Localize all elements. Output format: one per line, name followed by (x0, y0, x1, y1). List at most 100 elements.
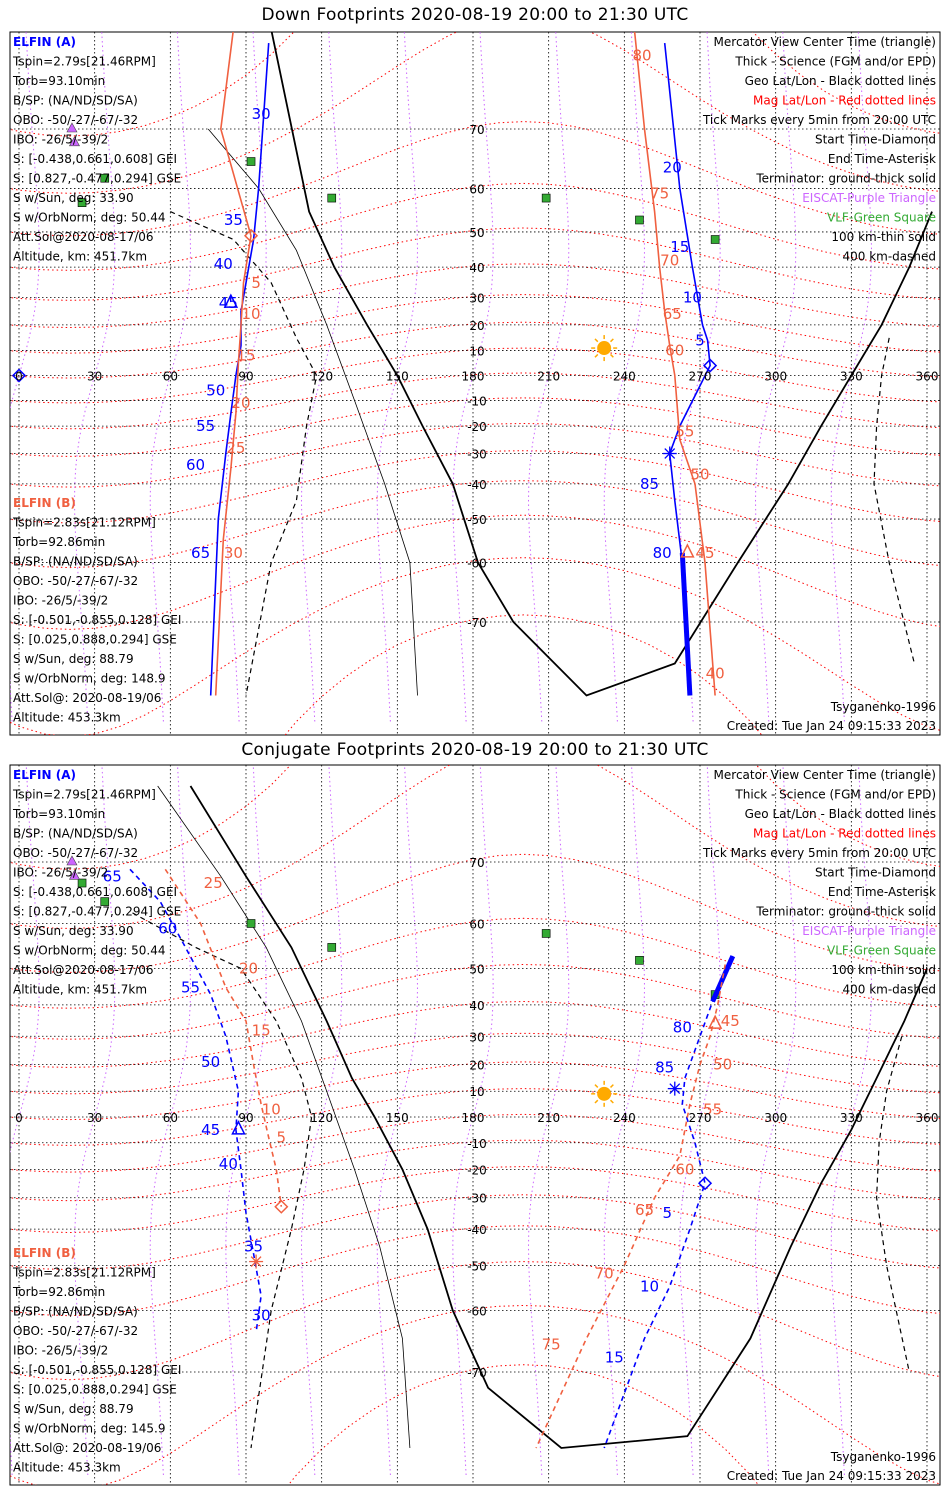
x-tick-label: 210 (537, 370, 560, 384)
y-tick-label: -20 (467, 1163, 487, 1177)
tick-mark-label: 65 (103, 867, 122, 885)
model-label: Tsyganenko-1996 (830, 1450, 936, 1464)
sun-ray (609, 338, 614, 343)
created-timestamp: Created: Tue Jan 24 09:15:33 2023 (727, 719, 936, 733)
tick-mark-label: 60 (665, 342, 684, 360)
elfin-a-info-line: S: [0.827,-0.477,0.294] GSE (13, 172, 181, 186)
y-tick-label: 50 (469, 962, 484, 976)
elfin-b-title: ELFIN (B) (13, 496, 76, 510)
mag-lat-line (10, 397, 940, 457)
mag-lat-line (10, 1113, 940, 1173)
elfin-a-footprint-line (603, 955, 734, 1449)
tick-mark-label: 65 (635, 1201, 654, 1219)
x-tick-label: 30 (87, 1111, 102, 1125)
terminator-400km-line (170, 211, 318, 696)
tick-mark-label: 10 (262, 1100, 281, 1118)
elfin-b-info-line: S w/Sun, deg: 88.79 (13, 652, 134, 666)
elfin-a-info-line: S: [-0.438,0.661,0.608] GEI (13, 885, 177, 899)
x-tick-label: 60 (163, 1111, 178, 1125)
x-tick-label: 270 (689, 1111, 712, 1125)
tick-mark-label: 60 (675, 1160, 694, 1178)
elfin-b-info-line: Att.Sol@: 2020-08-19/06 (13, 1441, 161, 1455)
tick-mark-label: 15 (236, 347, 255, 365)
y-tick-label: 50 (469, 226, 484, 240)
elfin-b-info-line: Tspin=2.83s[21.12RPM] (12, 1266, 156, 1280)
terminator-100km-line (207, 128, 418, 696)
legend-entry: Tick Marks every 5min from 20:00 UTC (702, 113, 936, 127)
elfin-b-info-line: IBO: -26/5/-39/2 (13, 594, 108, 608)
sun-icon (597, 1086, 612, 1101)
elfin-a-info-line: Torb=93.10min (12, 807, 105, 821)
tick-mark-label: 55 (703, 1100, 722, 1118)
x-tick-label: 180 (462, 370, 485, 384)
down-footprints-panel: Down Footprints 2020-08-19 20:00 to 21:3… (0, 0, 950, 740)
sun-ray (594, 338, 599, 343)
map-frame (9, 31, 941, 736)
tick-mark-label: 65 (663, 305, 682, 323)
sun-ray (609, 1099, 614, 1104)
elfin-b-info-line: Altitude: 453.3km (13, 711, 121, 725)
tick-mark-label: 5 (251, 274, 261, 292)
mag-lon-line (376, 32, 419, 722)
mag-lat-line (10, 480, 940, 569)
y-tick-label: -70 (467, 616, 487, 630)
y-tick-label: -40 (467, 1223, 487, 1237)
legend-entry: 400 km-dashed (842, 250, 936, 264)
elfin-a-info-line: OBO: -50/-27/-67/-32 (13, 846, 138, 860)
terminator-400km-line (875, 1036, 910, 1373)
center-time-triangle (680, 543, 695, 558)
x-tick-label: 150 (386, 1111, 409, 1125)
tick-mark-label: 20 (231, 394, 250, 412)
x-tick-label: 330 (840, 370, 863, 384)
x-tick-label: 330 (840, 1111, 863, 1125)
elfin-a-info-line: Altitude, km: 451.7km (13, 983, 147, 997)
x-tick-label: 30 (87, 370, 102, 384)
tick-mark-label: 25 (204, 874, 223, 892)
elfin-a-info-line: Tspin=2.79s[21.46RPM] (12, 55, 156, 69)
legend-entry: EISCAT-Purple Triangle (802, 191, 936, 205)
elfin-b-footprint-line (535, 964, 726, 1449)
terminator-100km-line (157, 785, 411, 1449)
tick-mark-label: 20 (239, 959, 258, 977)
tick-mark-label: 15 (670, 238, 689, 256)
tick-mark-label: 50 (206, 381, 225, 399)
elfin-a-info-line: B/SP: (NA/ND/SD/SA) (13, 827, 138, 841)
tick-mark-label: 55 (196, 417, 215, 435)
elfin-b-info-line: Torb=92.86min (12, 535, 105, 549)
elfin-b-info-line: Altitude: 453.3km (13, 1461, 121, 1475)
x-tick-label: 150 (386, 370, 409, 384)
terminator-ground-line (189, 785, 928, 1449)
elfin-a-info-line: IBO: -26/5/-39/2 (13, 133, 108, 147)
legend-entry: Thick - Science (FGM and/or EPD) (734, 55, 936, 69)
mag-lon-line (527, 32, 570, 722)
legend-entry: Terminator: ground-thick solid (755, 905, 936, 919)
legend-entry: Mag Lat/Lon - Red dotted lines (753, 827, 936, 841)
elfin-a-info-line: Att.Sol@2020-08-17/06 (13, 963, 154, 977)
y-tick-label: 70 (469, 856, 484, 870)
tick-mark-label: 30 (224, 544, 243, 562)
y-tick-label: -40 (467, 478, 487, 492)
x-tick-label: 90 (238, 1111, 253, 1125)
mag-lat-line (10, 963, 940, 1040)
legend-entry: Geo Lat/Lon - Black dotted lines (745, 807, 936, 821)
x-tick-label: 300 (764, 1111, 787, 1125)
elfin-a-info-line: S w/Sun, deg: 33.90 (13, 191, 134, 205)
sun-ray (594, 353, 599, 358)
elfin-a-info-line: S: [0.827,-0.477,0.294] GSE (13, 905, 181, 919)
elfin-a-info-line: IBO: -26/5/-39/2 (13, 866, 108, 880)
tick-mark-label: 50 (201, 1053, 220, 1071)
x-tick-label: 120 (310, 1111, 333, 1125)
mag-lat-line (10, 1194, 940, 1271)
mag-lon-line (679, 32, 721, 722)
legend-entry: Mercator View Center Time (triangle) (714, 768, 936, 782)
y-tick-label: 70 (469, 123, 484, 137)
x-tick-label: 240 (613, 1111, 636, 1125)
y-tick-label: 10 (469, 1085, 484, 1099)
start-time-diamond (697, 1176, 713, 1191)
vlf-station-marker (710, 235, 720, 244)
elfin-b-info-line: B/SP: (NA/ND/SD/SA) (13, 555, 138, 569)
panel-title: Down Footprints 2020-08-19 20:00 to 21:3… (261, 5, 689, 25)
start-time-diamond (274, 1199, 289, 1214)
y-tick-label: 30 (469, 1030, 484, 1044)
model-label: Tsyganenko-1996 (830, 700, 936, 714)
